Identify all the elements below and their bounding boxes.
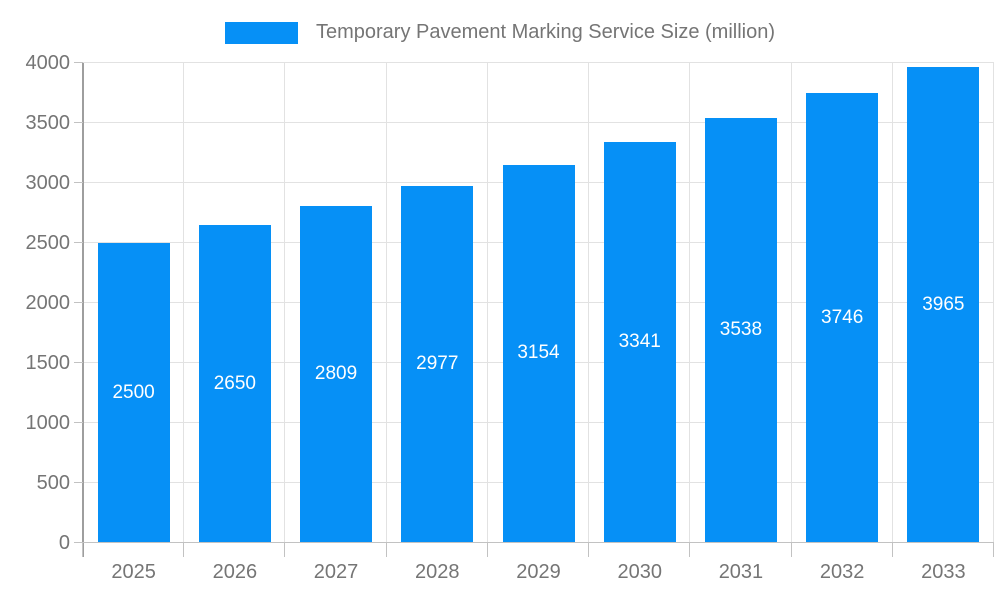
y-tick xyxy=(74,122,83,123)
bar-value-label: 2500 xyxy=(112,381,155,403)
x-tick-label: 2033 xyxy=(921,561,966,583)
bar-value-label: 3746 xyxy=(821,306,864,328)
y-tick-label: 500 xyxy=(36,472,70,494)
x-tick-label: 2028 xyxy=(415,561,460,583)
bar: 3746 xyxy=(806,93,879,542)
x-tick xyxy=(588,543,590,557)
y-tick-label: 2500 xyxy=(25,232,71,254)
bar-value-label: 3341 xyxy=(618,331,661,353)
h-gridline xyxy=(83,62,994,63)
bar-value-label: 3154 xyxy=(517,342,560,364)
x-tick xyxy=(891,543,893,557)
y-tick-label: 1500 xyxy=(25,352,71,374)
y-tick-label: 3500 xyxy=(25,112,71,134)
bar-value-label: 2809 xyxy=(314,362,358,384)
v-gridline xyxy=(588,63,590,543)
bar-value-label: 3538 xyxy=(719,319,763,341)
x-axis-line xyxy=(83,542,994,543)
v-gridline xyxy=(284,63,286,543)
bar-value-label: 2977 xyxy=(416,352,459,374)
x-tick-label: 2026 xyxy=(212,561,258,583)
x-tick-label: 2027 xyxy=(313,561,359,583)
y-tick xyxy=(74,482,83,483)
x-tick-label: 2031 xyxy=(718,561,764,583)
x-tick xyxy=(486,543,488,557)
legend-swatch xyxy=(224,21,298,44)
x-tick-label: 2025 xyxy=(111,561,156,583)
bar: 3965 xyxy=(907,67,980,542)
y-axis-line xyxy=(82,63,84,557)
v-gridline xyxy=(689,63,691,543)
x-tick xyxy=(790,543,792,557)
bar: 3154 xyxy=(502,164,575,542)
x-tick xyxy=(993,543,994,557)
x-tick xyxy=(82,543,83,557)
x-tick xyxy=(183,543,185,557)
y-tick xyxy=(74,302,83,303)
bar: 3341 xyxy=(603,142,676,542)
x-tick xyxy=(385,543,387,557)
v-gridline xyxy=(993,63,994,543)
y-tick xyxy=(74,242,83,243)
v-gridline xyxy=(183,63,185,543)
bar: 2500 xyxy=(97,243,170,542)
bar: 2650 xyxy=(198,225,271,542)
y-tick xyxy=(74,542,83,543)
bar: 2977 xyxy=(401,185,474,542)
x-tick-label: 2030 xyxy=(617,561,662,583)
bar: 3538 xyxy=(704,118,777,542)
y-tick xyxy=(74,362,83,363)
bar-value-label: 3965 xyxy=(922,293,965,315)
v-gridline xyxy=(486,63,488,543)
x-tick-label: 2032 xyxy=(819,561,865,583)
y-tick-label: 0 xyxy=(58,532,70,554)
x-tick xyxy=(284,543,286,557)
x-tick xyxy=(689,543,691,557)
y-tick xyxy=(74,422,83,423)
legend-label: Temporary Pavement Marking Service Size … xyxy=(315,21,776,43)
h-gridline xyxy=(83,122,994,123)
y-tick-label: 4000 xyxy=(25,52,71,74)
v-gridline xyxy=(891,63,893,543)
v-gridline xyxy=(385,63,387,543)
y-tick-label: 3000 xyxy=(25,172,71,194)
bar: 2809 xyxy=(300,205,373,542)
v-gridline xyxy=(790,63,792,543)
y-tick-label: 1000 xyxy=(25,412,71,434)
y-tick xyxy=(74,62,83,63)
x-tick-label: 2029 xyxy=(516,561,561,583)
bar-value-label: 2650 xyxy=(213,372,256,394)
chart-legend: Temporary Pavement Marking Service Size … xyxy=(0,21,1000,44)
y-tick-label: 2000 xyxy=(25,292,71,314)
y-tick xyxy=(74,182,83,183)
